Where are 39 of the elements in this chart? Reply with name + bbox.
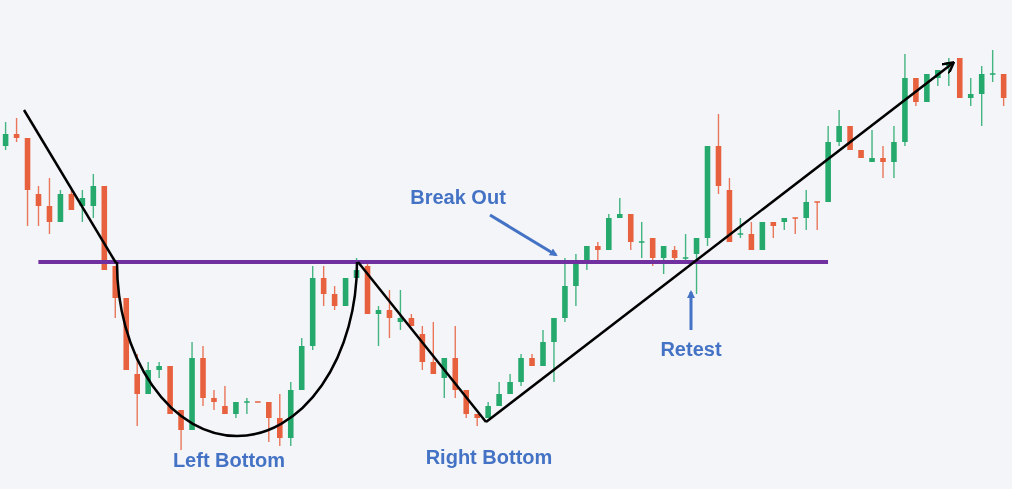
candlestick xyxy=(989,50,996,83)
candlestick xyxy=(430,321,437,375)
candlestick xyxy=(266,401,272,443)
candlestick xyxy=(891,125,897,179)
candlestick xyxy=(211,389,217,411)
annotation: Left Bottom xyxy=(172,449,286,471)
candlestick xyxy=(518,353,524,387)
candlestick xyxy=(869,129,875,163)
candlestick xyxy=(573,253,579,307)
candlestick xyxy=(35,185,42,227)
candlestick xyxy=(551,317,557,383)
candlestick xyxy=(474,413,480,427)
annotation: Right Bottom xyxy=(425,446,553,468)
candlestick xyxy=(46,177,53,235)
candlestick xyxy=(320,265,327,307)
candlestick xyxy=(967,77,974,107)
candlestick xyxy=(156,361,162,379)
candlestick xyxy=(682,233,689,263)
candlestick xyxy=(836,109,842,147)
candlestick xyxy=(748,221,755,251)
candlestick xyxy=(693,237,700,295)
annotation: Break Out xyxy=(410,186,507,208)
candlestick xyxy=(13,117,20,143)
candlestick xyxy=(375,305,382,347)
candlestick xyxy=(880,145,886,179)
candlestick xyxy=(814,201,820,231)
candlestick xyxy=(222,385,228,415)
candlestick xyxy=(134,353,140,427)
annotation: Retest xyxy=(660,338,722,360)
candlestick xyxy=(660,245,667,275)
candlestick xyxy=(1000,73,1007,107)
candlestick xyxy=(638,221,645,259)
candlestick xyxy=(2,121,9,151)
candlestick xyxy=(803,189,810,231)
candlestick xyxy=(331,285,338,311)
candlestick xyxy=(276,393,283,447)
candlestick xyxy=(244,397,250,415)
candlestick xyxy=(540,329,546,367)
candlestick xyxy=(737,217,744,239)
